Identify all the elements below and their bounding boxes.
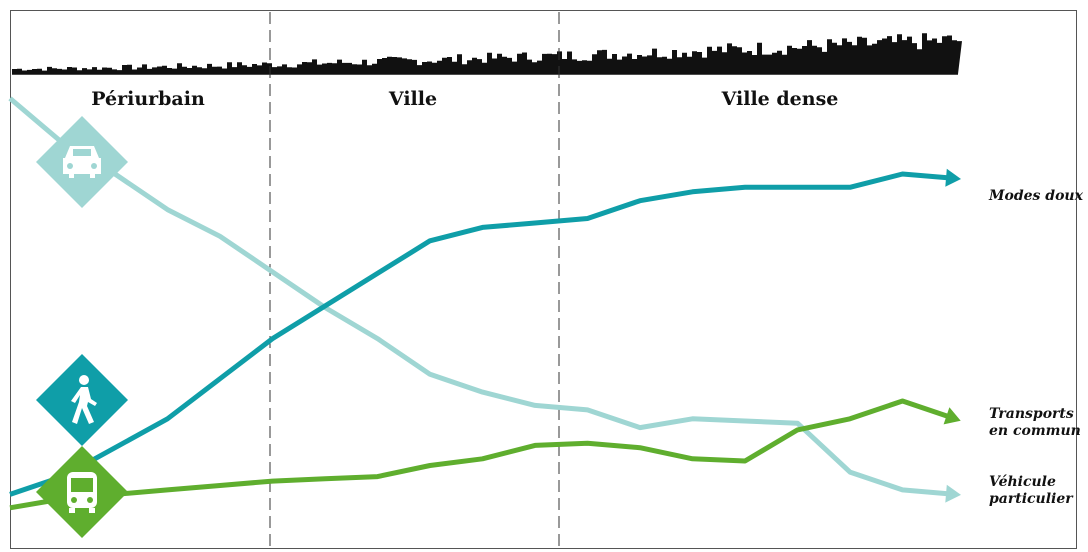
bus-icon bbox=[36, 446, 128, 538]
pedestrian-icon bbox=[36, 354, 128, 446]
zone-label-ville: Ville bbox=[388, 88, 438, 110]
series-arrowhead-0 bbox=[945, 168, 961, 187]
zone-label-periurbain: Périurbain bbox=[91, 88, 205, 110]
series-arrowhead-2 bbox=[945, 484, 961, 503]
series-line-1 bbox=[9, 398, 956, 511]
legend-label-modes-doux: Modes doux bbox=[989, 188, 1083, 204]
legend-label-transports-en-commun: Transports en commun bbox=[989, 406, 1081, 439]
chart-border bbox=[10, 10, 1077, 549]
city-skyline bbox=[12, 33, 962, 75]
series-arrowhead-1 bbox=[943, 407, 961, 425]
skyline-silhouette bbox=[12, 33, 962, 74]
zone-label-ville-dense: Ville dense bbox=[721, 88, 839, 110]
car-icon bbox=[36, 116, 128, 208]
legend-label-vehicule-particulier: Véhicule particulier bbox=[989, 474, 1073, 507]
series-line-0 bbox=[9, 171, 956, 497]
series-line-2 bbox=[8, 96, 956, 497]
